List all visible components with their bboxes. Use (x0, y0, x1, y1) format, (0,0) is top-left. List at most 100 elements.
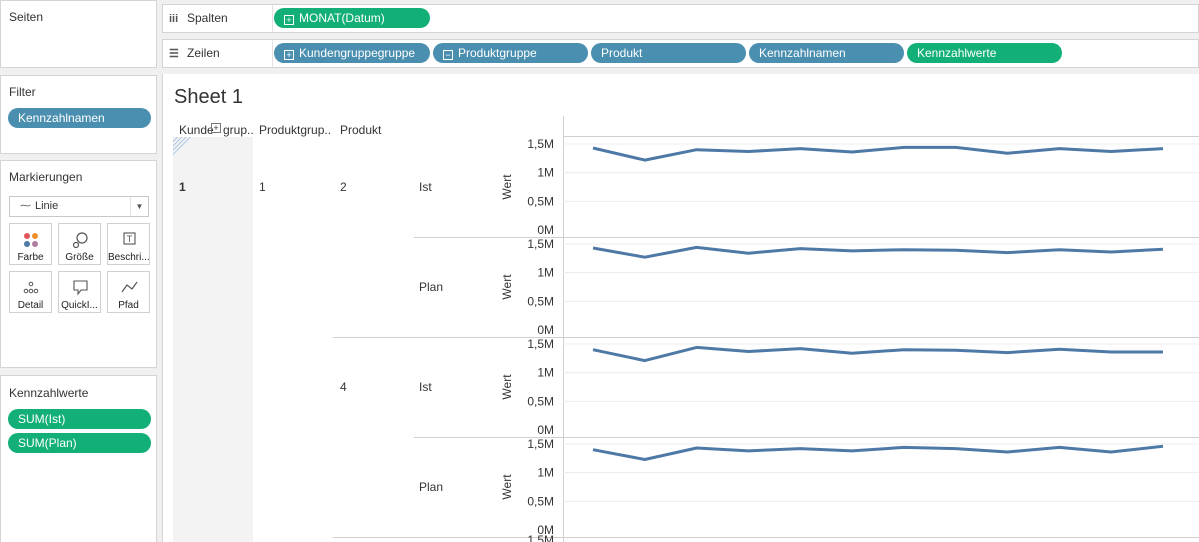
series-line-plan[interactable] (592, 245, 1164, 259)
color-button[interactable]: Farbe (9, 223, 52, 265)
y-tick-label: 0M (537, 523, 554, 537)
row-label-measure[interactable]: Plan (419, 480, 444, 494)
header-produkt[interactable]: Produkt (340, 123, 382, 137)
rows-shelf-label: ☰ Zeilen (169, 40, 273, 67)
text-label-icon: T (123, 232, 136, 245)
y-tick-label: 0,5M (527, 194, 554, 208)
rows-shelf[interactable]: ☰ Zeilen + Kundengruppegruppe − Produktgrup… (162, 39, 1199, 68)
y-tick-label: 1,5M (527, 137, 554, 151)
top-axis-line (563, 136, 1199, 137)
y-tick-label: 0M (537, 423, 554, 437)
line-chart-panels[interactable]: 0M 0,5M 1M 1,5M Wert 0M 0,5M 1M 1,5M Wert 0M 0,5M 1M… (163, 74, 1199, 542)
filters-card[interactable]: Filter Kennzahlnamen (0, 75, 157, 154)
header-kunde[interactable]: Kunde (179, 123, 214, 137)
row-divider (333, 537, 1199, 538)
filter-pill-kennzahlnamen[interactable]: Kennzahlnamen (8, 108, 151, 128)
expand-plus-icon[interactable]: + (284, 15, 294, 25)
row-label-measure[interactable]: Plan (419, 280, 444, 294)
y-tick-label: 1,5M (527, 237, 554, 251)
y-tick-label: 1M (537, 466, 554, 480)
path-button[interactable]: Pfad (107, 271, 150, 313)
y-tick-label: 0,5M (527, 394, 554, 408)
y-tick-label: 0,5M (527, 494, 554, 508)
pages-card[interactable]: Seiten (0, 0, 157, 68)
pages-card-title: Seiten (9, 10, 44, 24)
axis-separator (563, 116, 564, 542)
row-label-produkt[interactable]: 2 (340, 180, 347, 194)
y-axis-title[interactable]: Wert (500, 474, 514, 500)
line-mark-icon: ⁓ (20, 200, 31, 212)
row-label-measure[interactable]: Ist (419, 380, 432, 394)
rows-pill-kundengruppegruppe[interactable]: + Kundengruppegruppe (274, 43, 430, 63)
row-label-kunde[interactable]: 1 (179, 180, 186, 194)
y-axis-title[interactable]: Wert (500, 174, 514, 200)
kunde-column-shade (173, 137, 253, 542)
columns-pill-monat-datum[interactable]: + MONAT(Datum) (274, 8, 430, 28)
y-tick-label: 1M (537, 366, 554, 380)
row-divider (414, 237, 1199, 238)
measure-pill-sum-plan[interactable]: SUM(Plan) (8, 433, 151, 453)
rows-pill-produkt[interactable]: Produkt (591, 43, 746, 63)
detail-button-label: Detail (17, 300, 44, 311)
rows-shelf-label-text: Zeilen (187, 46, 220, 60)
svg-text:T: T (127, 234, 133, 244)
expand-plus-icon[interactable]: + (211, 123, 221, 133)
worksheet-view: Sheet 1 Kunde + grup.. Produktgrup.. Pro… (162, 74, 1199, 542)
row-divider (414, 437, 1199, 438)
rows-icon: ☰ (169, 48, 179, 60)
mark-type-value: Linie (35, 200, 59, 212)
header-produktgruppe[interactable]: Produktgrup.. (259, 123, 332, 137)
y-axis-title[interactable]: Wert (500, 274, 514, 300)
y-axis-title[interactable]: Wert (500, 374, 514, 400)
columns-icon: iii (169, 13, 179, 25)
y-tick-label: 1,5M (527, 533, 554, 542)
row-label-produktgruppe[interactable]: 1 (259, 180, 266, 194)
filters-card-title: Filter (9, 85, 36, 99)
columns-shelf-label: iii Spalten (169, 5, 273, 32)
y-tick-label: 0,5M (527, 294, 554, 308)
y-tick-label: 1M (537, 266, 554, 280)
tooltip-button[interactable]: QuickI... (58, 271, 101, 313)
rows-pill-label: Produktgruppe (458, 46, 537, 60)
sheet-title: Sheet 1 (174, 86, 243, 108)
rows-pill-kennzahlnamen[interactable]: Kennzahlnamen (749, 43, 904, 63)
expand-plus-icon[interactable]: + (284, 50, 294, 60)
chevron-down-icon: ▼ (130, 197, 148, 216)
marks-card-title: Markierungen (9, 170, 83, 184)
row-divider (333, 337, 1199, 338)
selection-hatch (173, 137, 193, 155)
measure-pill-sum-ist[interactable]: SUM(Ist) (8, 409, 151, 429)
tooltip-button-label: QuickI... (61, 300, 98, 311)
series-line-ist[interactable] (592, 145, 1164, 162)
collapse-minus-icon[interactable]: − (443, 50, 453, 60)
tooltip-icon (73, 280, 88, 296)
path-button-label: Pfad (118, 300, 139, 311)
measure-values-card-title: Kennzahlwerte (9, 386, 89, 400)
rows-pill-produktgruppe[interactable]: − Produktgruppe (433, 43, 588, 63)
size-button[interactable]: Größe (58, 223, 101, 265)
path-icon (121, 281, 138, 293)
size-icon (72, 232, 88, 249)
y-tick-label: 0M (537, 323, 554, 337)
detail-button[interactable]: Detail (9, 271, 52, 313)
columns-shelf-label-text: Spalten (187, 11, 228, 25)
rows-pill-label: Kundengruppegruppe (299, 46, 416, 60)
rows-pill-kennzahlwerte[interactable]: Kennzahlwerte (907, 43, 1062, 63)
color-palette-icon (24, 233, 38, 247)
color-button-label: Farbe (17, 252, 44, 263)
mark-type-dropdown[interactable]: ⁓ Linie ▼ (9, 196, 149, 217)
series-line-plan[interactable] (592, 444, 1164, 461)
y-tick-label: 1M (537, 166, 554, 180)
label-button-label: Beschri... (108, 252, 149, 263)
detail-dots-icon (23, 281, 39, 294)
row-label-produkt[interactable]: 4 (340, 380, 347, 394)
y-tick-label: 1,5M (527, 337, 554, 351)
y-tick-label: 0M (537, 223, 554, 237)
row-label-measure[interactable]: Ist (419, 180, 432, 194)
header-kunde-suffix: grup.. (223, 123, 254, 137)
measure-values-card: Kennzahlwerte SUM(Ist) SUM(Plan) (0, 375, 157, 542)
columns-shelf[interactable]: iii Spalten + MONAT(Datum) (162, 4, 1199, 33)
label-button[interactable]: T Beschri... (107, 223, 150, 265)
series-line-ist[interactable] (592, 345, 1163, 363)
